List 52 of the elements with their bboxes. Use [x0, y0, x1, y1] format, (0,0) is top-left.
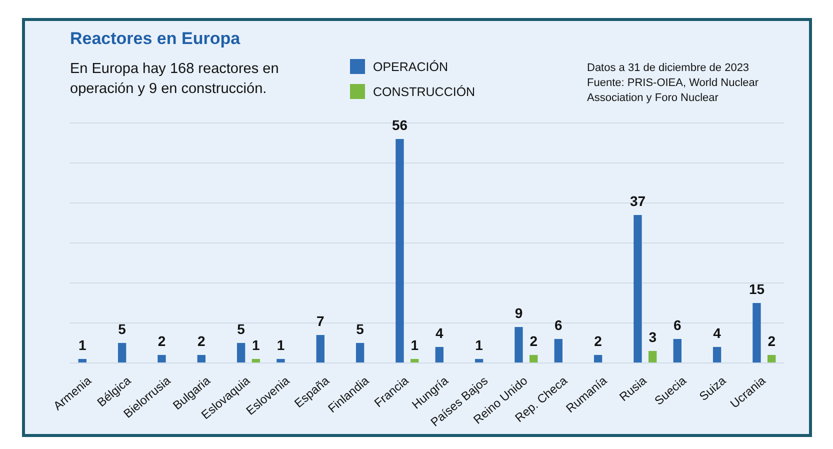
bar — [594, 354, 602, 362]
data-label: 2 — [158, 332, 166, 349]
data-label: 37 — [630, 192, 646, 209]
bar — [474, 358, 484, 362]
bar — [673, 338, 682, 362]
bar — [410, 358, 419, 362]
bar — [435, 346, 444, 362]
data-label: 7 — [316, 312, 324, 329]
bar — [252, 358, 260, 362]
data-label: 9 — [514, 304, 523, 321]
bar — [396, 138, 404, 362]
bar — [78, 358, 86, 362]
data-label: 2 — [768, 332, 776, 349]
data-label: 6 — [554, 316, 562, 333]
data-label: 15 — [748, 280, 765, 297]
data-label: 1 — [475, 336, 484, 353]
data-label: 4 — [713, 324, 722, 341]
bar — [768, 354, 776, 362]
bar — [752, 302, 761, 362]
legend-label: OPERACIÓN — [373, 60, 448, 74]
legend-label: CONSTRUCCIÓN — [373, 84, 476, 98]
data-label: 2 — [594, 332, 602, 349]
bar — [712, 346, 722, 362]
data-label: 1 — [410, 336, 419, 353]
text: Datos a 31 de diciembre de 2023 — [587, 61, 750, 76]
bar — [514, 326, 523, 362]
bar — [276, 358, 285, 362]
data-label: 3 — [648, 328, 657, 345]
bar — [197, 354, 206, 362]
bar — [554, 338, 562, 362]
bar — [648, 350, 657, 362]
bar — [236, 342, 246, 362]
bar — [158, 354, 166, 362]
data-label: 5 — [356, 320, 364, 337]
bar — [118, 342, 126, 362]
bar — [316, 334, 324, 362]
data-label: 2 — [530, 332, 538, 349]
data-label: 5 — [118, 320, 126, 337]
bar — [356, 342, 364, 362]
bar — [634, 214, 642, 362]
data-label: 4 — [435, 324, 444, 341]
chart-subtitle: En Europa hay 168 reactores en operación y 9 en construcción. — [70, 60, 280, 99]
data-label: 6 — [673, 316, 682, 333]
bar — [530, 354, 538, 362]
data-label: 1 — [276, 336, 285, 353]
source-note: Fuente: PRIS-OIEA, World Nuclear Association y Foro Nuclear — [587, 76, 760, 106]
data-label: 2 — [197, 332, 206, 349]
data-label: 56 — [392, 116, 408, 133]
data-label: 1 — [252, 336, 260, 353]
chart-title: Reactores en Europa — [70, 29, 240, 49]
data-label: 1 — [78, 336, 86, 353]
data-label: 5 — [237, 320, 246, 337]
